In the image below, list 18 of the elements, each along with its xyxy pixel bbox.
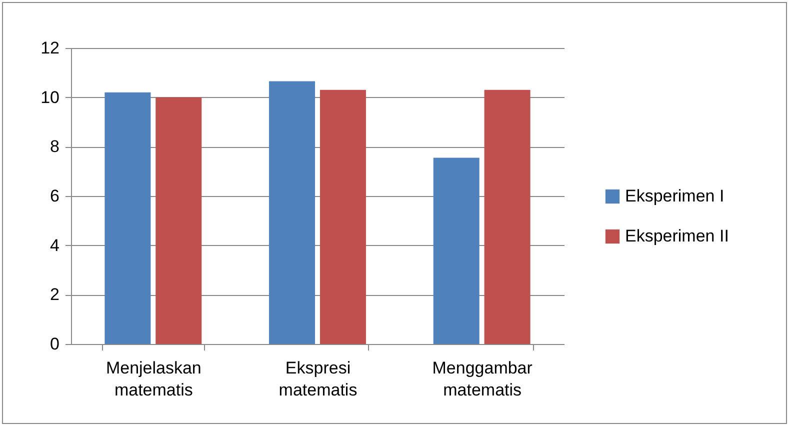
- y-tick-label: 10: [40, 88, 60, 107]
- bar: [320, 90, 366, 344]
- y-tick-label: 8: [50, 137, 60, 156]
- y-tick-label: 2: [50, 285, 60, 304]
- bar: [269, 81, 316, 344]
- bar: [433, 158, 480, 344]
- bar: [156, 97, 202, 344]
- x-tick-label: Menggambar matematis: [432, 358, 533, 400]
- y-tick-label: 0: [50, 334, 60, 354]
- y-tick-label: 12: [40, 38, 60, 58]
- legend-label: Eksperimen II: [625, 226, 729, 246]
- y-tick-label: 6: [50, 186, 60, 206]
- legend-label: Eksperimen I: [625, 186, 724, 206]
- y-tick-label: 4: [50, 236, 60, 255]
- bar: [484, 90, 530, 344]
- bar: [104, 92, 151, 344]
- x-tick-label: Menjelaskan matematis: [106, 358, 202, 400]
- x-tick-label: Ekspresi matematis: [278, 358, 358, 400]
